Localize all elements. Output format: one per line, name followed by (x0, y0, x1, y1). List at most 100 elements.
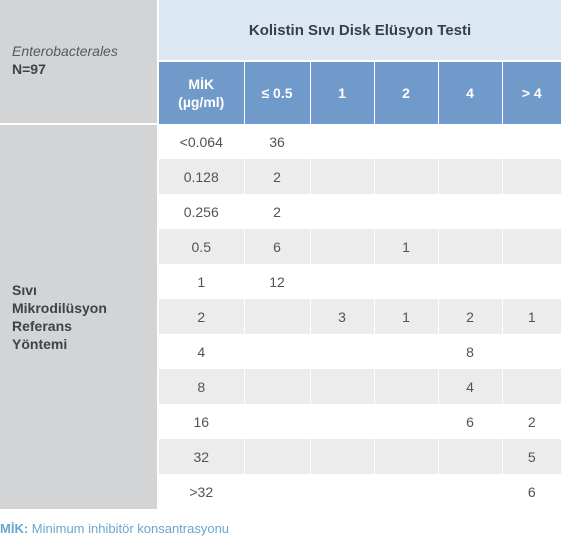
organism-label: Enterobacterales (12, 43, 118, 59)
reference-method-label-line: Sıvı (12, 282, 37, 298)
mic-value: 0.256 (158, 194, 244, 229)
count-cell (373, 439, 438, 474)
table-row: 0.5 6 1 (0, 229, 561, 264)
count-cell (437, 229, 502, 264)
count-cell (501, 159, 561, 194)
column-header: 1 (309, 61, 374, 124)
count-cell: 1 (373, 229, 438, 264)
table-row: 0.128 2 (0, 159, 561, 194)
count-cell (243, 299, 310, 334)
count-cell (373, 369, 438, 404)
mic-value: 0.128 (158, 159, 244, 194)
count-cell: 36 (243, 124, 310, 159)
mic-value: 0.5 (158, 229, 244, 264)
table-row: >32 6 (0, 474, 561, 509)
column-header: > 4 (501, 61, 561, 124)
count-cell (309, 229, 374, 264)
count-cell (309, 264, 374, 299)
count-cell (373, 404, 438, 439)
mic-value: 1 (158, 264, 244, 299)
count-cell (243, 404, 310, 439)
count-cell (501, 369, 561, 404)
header-row: MİK (µg/ml) ≤ 0.5 1 2 4 > 4 (0, 61, 561, 124)
count-cell (437, 124, 502, 159)
count-cell: 2 (243, 194, 310, 229)
reference-method-label-line: Yöntemi (12, 336, 68, 352)
count-cell (501, 334, 561, 369)
column-header: ≤ 0.5 (243, 61, 310, 124)
table-corner: Enterobacterales N=97 (0, 0, 159, 125)
mic-value: 2 (158, 299, 244, 334)
count-cell: 5 (501, 439, 561, 474)
count-cell (309, 194, 374, 229)
count-cell (373, 159, 438, 194)
count-cell (437, 474, 502, 509)
mic-value: >32 (158, 474, 244, 509)
count-cell (243, 334, 310, 369)
table-row: 0.256 2 (0, 194, 561, 229)
count-cell: 12 (243, 264, 310, 299)
count-cell (309, 159, 374, 194)
count-cell (373, 474, 438, 509)
count-cell (373, 194, 438, 229)
mic-value: 8 (158, 369, 244, 404)
count-cell (309, 404, 374, 439)
count-cell: 6 (243, 229, 310, 264)
count-cell: 4 (437, 369, 502, 404)
count-cell (243, 474, 310, 509)
count-cell (309, 474, 374, 509)
sample-count: N=97 (12, 61, 46, 77)
reference-method-label-line: Mikrodilüsyon (12, 300, 107, 316)
count-cell (437, 439, 502, 474)
mic-label: MİK (188, 76, 215, 92)
footnote-abbreviation: MİK: (0, 521, 29, 536)
mic-column-header: MİK (µg/ml) (158, 61, 244, 124)
reference-method-label-line: Referans (12, 318, 72, 334)
mic-unit: (µg/ml) (178, 94, 225, 110)
count-cell (243, 369, 310, 404)
footnote: MİK: Minimum inhibitör konsantrasyonu (0, 521, 229, 537)
column-header: 4 (437, 61, 502, 124)
count-cell (501, 124, 561, 159)
count-cell: 2 (437, 299, 502, 334)
count-cell (373, 334, 438, 369)
table-row: 32 5 (0, 439, 561, 474)
reference-method-label: Sıvı Mikrodilüsyon Referans Yöntemi (0, 124, 159, 509)
count-cell (437, 159, 502, 194)
mic-value: <0.064 (158, 124, 244, 159)
count-cell: 2 (243, 159, 310, 194)
count-cell: 8 (437, 334, 502, 369)
count-cell (437, 194, 502, 229)
count-cell (373, 124, 438, 159)
count-cell: 1 (501, 299, 561, 334)
count-cell: 1 (373, 299, 438, 334)
count-cell (501, 194, 561, 229)
count-cell: 3 (309, 299, 374, 334)
count-cell: 2 (501, 404, 561, 439)
table-row: 1 12 (0, 264, 561, 299)
column-header: 2 (373, 61, 438, 124)
count-cell: 6 (437, 404, 502, 439)
count-cell (373, 264, 438, 299)
table-row: 16 6 2 (0, 404, 561, 439)
mic-value: 4 (158, 334, 244, 369)
mic-value: 32 (158, 439, 244, 474)
count-cell (309, 334, 374, 369)
count-cell (309, 369, 374, 404)
table-title: Kolistin Sıvı Disk Elüsyon Testi (158, 0, 561, 62)
count-cell (309, 124, 374, 159)
count-cell (243, 439, 310, 474)
footnote-text: Minimum inhibitör konsantrasyonu (28, 521, 230, 536)
count-cell (501, 264, 561, 299)
count-cell (309, 439, 374, 474)
count-cell (501, 229, 561, 264)
colistin-comparison-table: Enterobacterales N=97 Kolistin Sıvı Disk… (0, 0, 561, 509)
count-cell: 6 (501, 474, 561, 509)
table-row: Sıvı Mikrodilüsyon Referans Yöntemi <0.064 36 (0, 124, 561, 509)
mic-value: 16 (158, 404, 244, 439)
count-cell (437, 264, 502, 299)
